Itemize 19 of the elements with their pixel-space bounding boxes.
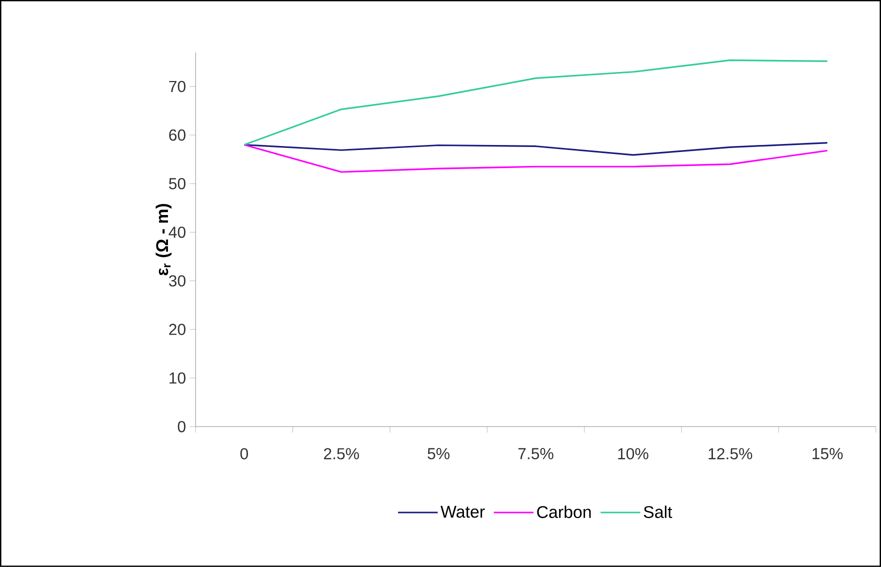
y-tick-label: 50 [169, 178, 186, 190]
line-series [243, 59, 828, 146]
legend-label: Salt [644, 506, 672, 518]
y-tick-label: 70 [169, 80, 186, 92]
legend-label: Carbon [537, 506, 591, 518]
x-tick-label: 12.5% [708, 448, 752, 460]
y-tick-label: 20 [169, 324, 186, 336]
x-tick-label: 15% [812, 448, 843, 460]
y-tick-label: 0 [178, 421, 186, 432]
y-tick-label: 30 [168, 275, 186, 287]
y-tick-label: 10 [170, 372, 186, 384]
y-tick-label: 60 [169, 129, 186, 141]
x-tick-label: 10% [618, 448, 648, 460]
x-tick-label: 7.5% [518, 448, 554, 460]
legend-label: Water [440, 506, 485, 518]
x-tick-label: 0 [240, 448, 248, 460]
x-tick-label: 2.5% [324, 448, 359, 460]
line-series [243, 144, 828, 173]
x-tick-label: 5% [428, 448, 450, 460]
